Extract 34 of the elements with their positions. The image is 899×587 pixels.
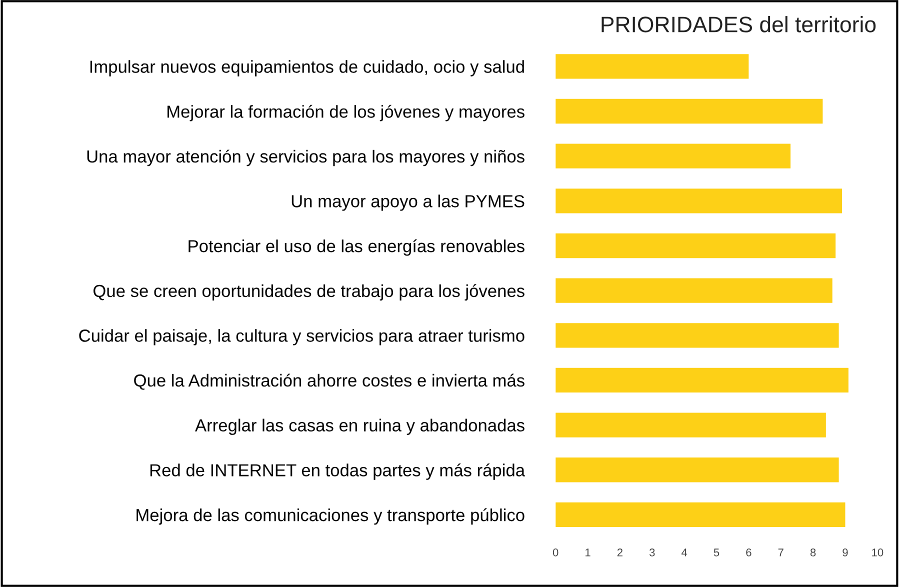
bar (556, 188, 842, 214)
x-tick-label: 6 (746, 548, 752, 556)
y-tick-label: Mejora de las comunicaciones y transporte público (136, 508, 524, 525)
bar (556, 54, 749, 79)
x-tick-label: 10 (872, 548, 884, 556)
x-tick-label: 4 (681, 548, 688, 556)
bar (556, 458, 839, 482)
bar (556, 502, 846, 528)
bar (556, 412, 826, 438)
bar (556, 323, 839, 348)
x-tick-label: 0 (552, 548, 558, 556)
y-tick-label: Impulsar nuevos equipamientos de cuidado, ocio y salud (90, 60, 524, 76)
y-tick-label: Red de INTERNET en todas partes y más rápida (150, 463, 526, 480)
chart-title: PRIORIDADES del territorio (602, 16, 876, 32)
x-tick-label: 1 (586, 548, 590, 556)
x-tick-label: 9 (842, 548, 848, 556)
y-tick-label: Que se creen oportunidades de trabajo para los jóvenes (94, 284, 524, 301)
x-tick-label: 5 (714, 548, 720, 556)
bar (556, 368, 848, 393)
y-tick-label: Un mayor apoyo a las PYMES (292, 194, 524, 211)
bar (556, 98, 823, 124)
y-tick-label: Cuidar el paisaje, la cultura y servicios para atraer turismo (79, 329, 524, 346)
x-tick-label: 3 (649, 548, 655, 556)
x-tick-label: 2 (617, 548, 622, 556)
x-tick-label: 7 (778, 548, 784, 556)
y-tick-label: Una mayor atención y servicios para los mayores y niños (87, 150, 524, 166)
y-tick-label: Mejorar la formación de los jóvenes y mayores (168, 104, 524, 122)
bar (556, 233, 836, 258)
x-tick-label: 8 (810, 548, 816, 556)
y-tick-label: Potenciar el uso de las energías renovables (188, 239, 524, 256)
y-tick-label: Que la Administración ahorre costes e invierta más (134, 374, 524, 390)
bar (556, 144, 791, 168)
bar (556, 278, 832, 303)
y-tick-label: Arreglar las casas en ruina y abandonadas (195, 418, 524, 435)
